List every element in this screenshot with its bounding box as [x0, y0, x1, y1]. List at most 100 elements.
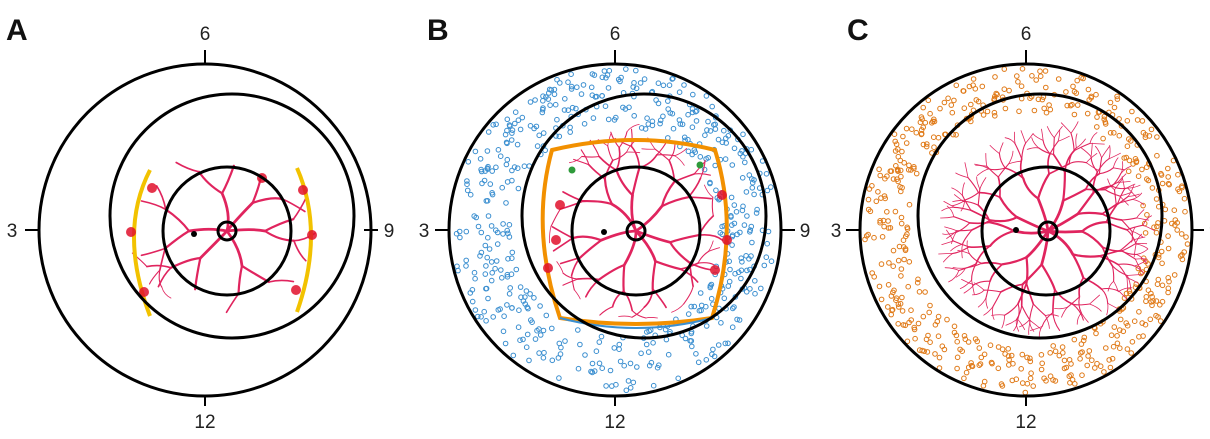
laser-spot — [888, 168, 895, 174]
vessel-segment — [1126, 224, 1144, 231]
laser-spot — [879, 234, 886, 240]
laser-spot — [516, 307, 522, 314]
laser-spot — [926, 309, 933, 316]
laser-spot — [469, 298, 476, 305]
laser-spot — [890, 247, 897, 254]
laser-spot — [731, 202, 738, 208]
laser-spot — [1037, 73, 1044, 79]
vessel-segment — [1046, 229, 1084, 234]
vessel-segment — [971, 263, 977, 281]
laser-spot — [738, 275, 744, 282]
laser-spot — [935, 313, 942, 320]
laser-spot — [736, 317, 743, 323]
vessel-segment — [1025, 229, 1050, 259]
vessel-segment — [1037, 172, 1051, 200]
laser-spot — [968, 118, 974, 125]
laser-spot — [911, 165, 917, 172]
laser-spot — [505, 230, 511, 237]
laser-spot — [951, 97, 957, 104]
laser-spot — [577, 341, 583, 348]
laser-spot — [1149, 302, 1155, 309]
laser-spot — [885, 304, 891, 310]
laser-spot — [932, 351, 938, 357]
vessel-segment — [140, 200, 167, 211]
laser-spot — [1061, 357, 1068, 364]
laser-spot — [703, 357, 710, 363]
laser-spot — [761, 262, 768, 269]
laser-spot — [1184, 241, 1191, 247]
fovea-dot-a — [191, 231, 197, 237]
laser-spot — [483, 263, 489, 269]
laser-spot — [901, 256, 907, 263]
laser-spot — [1131, 318, 1138, 325]
vessel-segment — [988, 221, 1016, 233]
vessel-segment — [1126, 277, 1129, 292]
laser-spot — [685, 148, 692, 155]
vessel-segment — [1071, 253, 1085, 280]
vessel-segment — [1076, 191, 1095, 216]
vessel-segment — [630, 145, 641, 169]
vessel-segment — [970, 209, 992, 222]
laser-spot — [721, 295, 728, 302]
laser-spot — [890, 263, 897, 270]
vessel-segment — [1101, 202, 1119, 215]
laser-spot — [494, 241, 501, 247]
laser-spot — [886, 260, 892, 266]
laser-spot — [481, 177, 488, 184]
laser-spot — [744, 213, 750, 219]
laser-spot — [731, 220, 738, 227]
vessel-segment — [952, 199, 966, 202]
laser-spot — [705, 118, 711, 125]
laser-spot — [1154, 281, 1161, 288]
vessel-segment — [1107, 302, 1119, 310]
vessel-segment — [1131, 230, 1144, 238]
laser-spot — [513, 266, 520, 273]
vessel-segment — [1015, 215, 1050, 233]
laser-spot — [722, 340, 729, 347]
laser-spot — [894, 166, 901, 173]
inner-ring-a — [161, 165, 293, 297]
laser-spot — [1165, 165, 1171, 172]
vessel-segment — [268, 279, 295, 283]
vessel-segment — [957, 250, 970, 254]
hemorrhage-mark — [139, 287, 149, 297]
laser-spot — [475, 313, 481, 320]
laser-spot — [527, 123, 534, 129]
vessel-segment — [1115, 195, 1129, 207]
vessel-segment — [1089, 294, 1100, 305]
laser-spot — [453, 230, 460, 237]
vessel-segment — [1120, 165, 1132, 175]
laser-spot — [464, 181, 470, 187]
laser-spot — [1041, 105, 1047, 112]
laser-spot — [898, 266, 905, 272]
laser-spot — [920, 313, 927, 320]
vessel-segment — [148, 269, 161, 285]
laser-spot — [565, 79, 571, 85]
laser-spot — [752, 290, 758, 297]
laser-spot — [537, 303, 543, 309]
hemorrhage-mark — [543, 263, 553, 273]
laser-spot — [598, 333, 605, 340]
laser-spot — [609, 383, 615, 389]
laser-spot — [485, 295, 491, 302]
laser-spot — [753, 210, 760, 216]
laser-spot — [547, 102, 553, 108]
laser-spot — [691, 147, 698, 153]
vessel-segment — [1086, 162, 1098, 171]
vessel-segment — [1062, 171, 1066, 202]
laser-spot — [667, 110, 674, 116]
retinal-vessels-b — [549, 124, 724, 319]
vessel-segment — [954, 194, 964, 202]
inner-ring-c — [980, 165, 1112, 297]
vessel-segment — [951, 201, 964, 207]
laser-spot — [697, 154, 704, 160]
vessel-segment — [1117, 263, 1128, 279]
laser-spot — [738, 267, 745, 274]
laser-spot — [899, 294, 905, 301]
optic-disc-c — [1037, 220, 1059, 242]
vessel-segment — [562, 272, 579, 280]
laser-spot — [485, 213, 492, 219]
vessel-segment — [221, 164, 235, 195]
laser-spot — [1126, 157, 1133, 164]
vessel-segment — [1080, 221, 1108, 233]
